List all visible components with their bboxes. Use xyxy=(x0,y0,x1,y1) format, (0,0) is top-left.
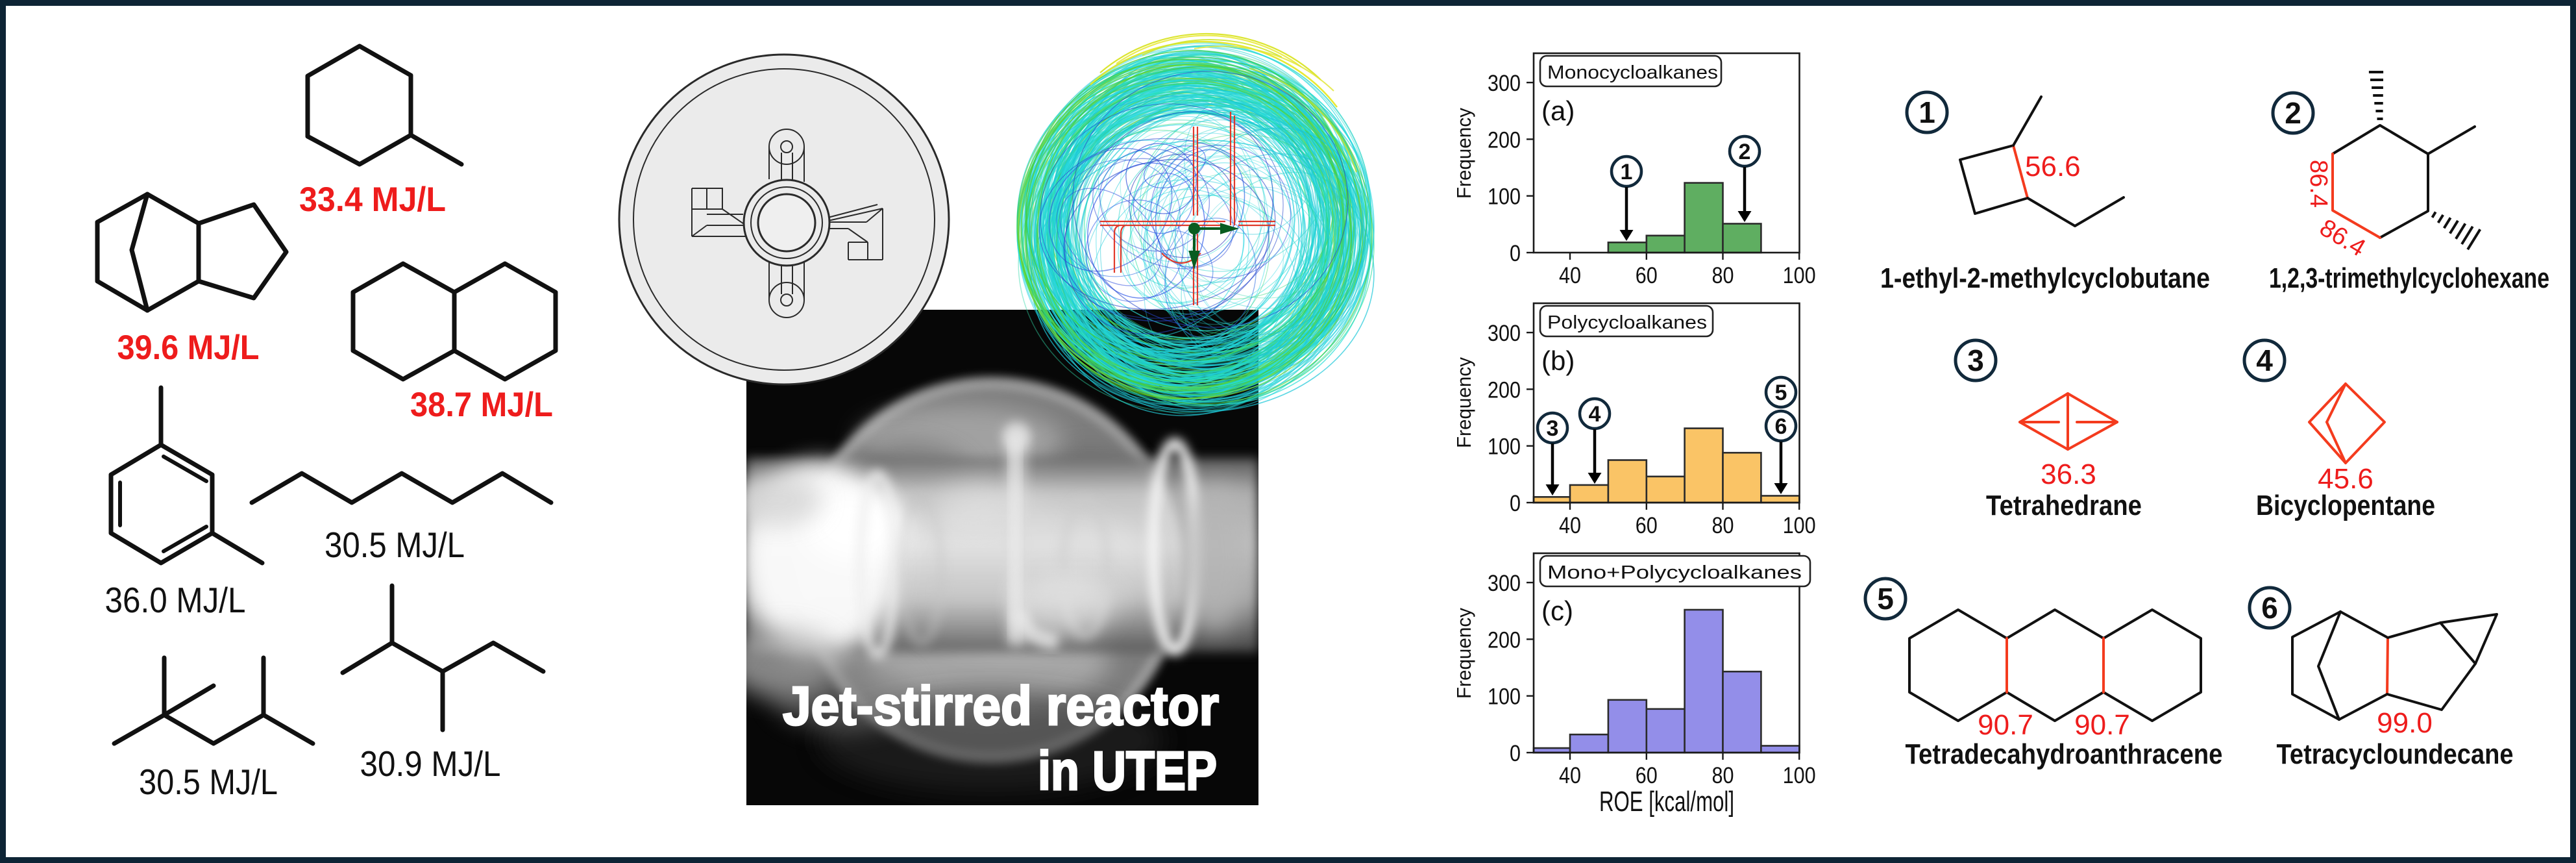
svg-text:4: 4 xyxy=(1589,402,1601,427)
svg-text:30.5 MJ/L: 30.5 MJ/L xyxy=(325,525,465,565)
svg-text:100: 100 xyxy=(1488,684,1521,710)
svg-text:60: 60 xyxy=(1636,763,1658,788)
svg-text:Monocycloalkanes: Monocycloalkanes xyxy=(1547,62,1718,83)
svg-text:36.3: 36.3 xyxy=(2041,458,2096,490)
svg-text:0: 0 xyxy=(1510,491,1521,516)
svg-text:Frequency: Frequency xyxy=(1453,357,1475,448)
svg-text:300: 300 xyxy=(1488,571,1521,596)
svg-text:200: 200 xyxy=(1488,127,1521,153)
svg-text:40: 40 xyxy=(1559,513,1581,538)
svg-text:99.0: 99.0 xyxy=(2377,707,2433,739)
svg-text:5: 5 xyxy=(1877,582,1894,616)
svg-text:40: 40 xyxy=(1559,763,1581,788)
svg-text:ROE [kcal/mol]: ROE [kcal/mol] xyxy=(1599,786,1734,818)
svg-text:1-ethyl-2-methylcyclobutane: 1-ethyl-2-methylcyclobutane xyxy=(1880,262,2210,294)
svg-text:in UTEP: in UTEP xyxy=(1038,740,1217,801)
svg-text:Bicyclopentane: Bicyclopentane xyxy=(2256,490,2435,521)
svg-text:86.4: 86.4 xyxy=(2305,160,2332,208)
svg-text:1,2,3-trimethylcyclohexane: 1,2,3-trimethylcyclohexane xyxy=(2269,262,2549,294)
svg-text:200: 200 xyxy=(1488,627,1521,653)
svg-text:45.6: 45.6 xyxy=(2318,463,2374,495)
svg-text:30.5 MJ/L: 30.5 MJ/L xyxy=(139,762,278,802)
svg-text:60: 60 xyxy=(1636,263,1658,288)
svg-text:2: 2 xyxy=(2285,96,2301,130)
svg-text:80: 80 xyxy=(1712,263,1734,288)
svg-text:3: 3 xyxy=(1967,344,1984,377)
svg-text:0: 0 xyxy=(1510,741,1521,766)
svg-text:33.4 MJ/L: 33.4 MJ/L xyxy=(299,181,446,219)
svg-text:300: 300 xyxy=(1488,71,1521,96)
svg-text:1: 1 xyxy=(1621,160,1633,184)
svg-text:Tetracycloundecane: Tetracycloundecane xyxy=(2277,738,2514,770)
svg-text:39.6 MJ/L: 39.6 MJ/L xyxy=(117,329,260,367)
svg-text:6: 6 xyxy=(2261,591,2278,625)
svg-text:90.7: 90.7 xyxy=(1978,709,2033,741)
svg-text:1: 1 xyxy=(1919,95,1935,129)
svg-text:Frequency: Frequency xyxy=(1453,608,1475,699)
svg-text:30.9 MJ/L: 30.9 MJ/L xyxy=(360,744,501,784)
svg-text:Tetrahedrane: Tetrahedrane xyxy=(1986,490,2142,521)
svg-text:4: 4 xyxy=(2256,344,2273,377)
svg-text:100: 100 xyxy=(1488,434,1521,460)
svg-text:60: 60 xyxy=(1636,513,1658,538)
svg-text:(a): (a) xyxy=(1541,95,1575,126)
svg-text:90.7: 90.7 xyxy=(2074,709,2130,741)
svg-text:56.6: 56.6 xyxy=(2025,151,2081,182)
svg-text:(b): (b) xyxy=(1541,345,1575,376)
svg-text:(c): (c) xyxy=(1541,595,1573,626)
svg-text:38.7 MJ/L: 38.7 MJ/L xyxy=(410,386,553,424)
svg-text:100: 100 xyxy=(1488,184,1521,210)
svg-text:Polycycloalkanes: Polycycloalkanes xyxy=(1547,312,1707,333)
svg-text:6: 6 xyxy=(1775,414,1787,439)
svg-text:80: 80 xyxy=(1712,513,1734,538)
svg-text:0: 0 xyxy=(1510,241,1521,266)
svg-text:100: 100 xyxy=(1783,263,1816,288)
svg-text:Frequency: Frequency xyxy=(1453,108,1475,199)
svg-text:3: 3 xyxy=(1547,416,1559,441)
svg-text:2: 2 xyxy=(1739,140,1751,164)
svg-text:100: 100 xyxy=(1783,513,1816,538)
svg-text:80: 80 xyxy=(1712,763,1734,788)
svg-text:36.0 MJ/L: 36.0 MJ/L xyxy=(105,580,246,620)
svg-text:200: 200 xyxy=(1488,377,1521,403)
svg-text:Tetradecahydroanthracene: Tetradecahydroanthracene xyxy=(1906,738,2223,770)
svg-text:100: 100 xyxy=(1783,763,1816,788)
svg-text:Mono+Polycycloalkanes: Mono+Polycycloalkanes xyxy=(1547,562,1802,583)
svg-text:5: 5 xyxy=(1775,381,1787,405)
svg-text:300: 300 xyxy=(1488,321,1521,346)
svg-text:Jet-stirred reactor: Jet-stirred reactor xyxy=(783,675,1219,736)
svg-text:40: 40 xyxy=(1559,263,1581,288)
